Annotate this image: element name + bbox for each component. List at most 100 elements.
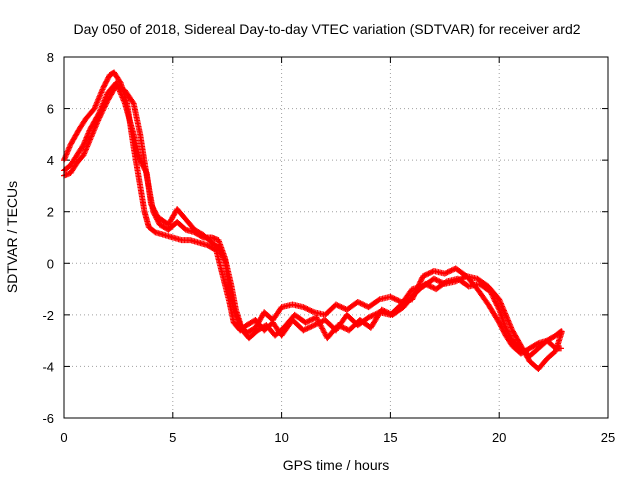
data-point (305, 318, 312, 325)
data-point (388, 294, 395, 301)
data-point (303, 326, 310, 333)
data-point (392, 296, 399, 303)
data-point (426, 269, 433, 276)
data-point (462, 272, 469, 279)
data-point (354, 298, 361, 305)
x-tick-label: 15 (383, 430, 397, 445)
data-point (418, 277, 425, 284)
data-point (103, 100, 110, 107)
data-point (101, 103, 108, 110)
data-point (427, 283, 434, 290)
data-point (301, 326, 308, 333)
data-point (444, 269, 451, 276)
data-point (492, 298, 499, 305)
data-point (308, 323, 315, 330)
data-series-sdtvar (61, 69, 565, 373)
data-point (428, 269, 435, 276)
data-point (307, 317, 314, 324)
data-point (335, 302, 342, 309)
y-tick-label: 4 (47, 153, 54, 168)
data-point (308, 307, 315, 314)
data-point (441, 270, 448, 277)
data-point (304, 325, 311, 332)
data-point (358, 300, 365, 307)
data-point (382, 308, 389, 315)
data-point (309, 308, 316, 315)
x-tick-label: 0 (60, 430, 67, 445)
data-point (309, 322, 316, 329)
data-point (490, 294, 497, 301)
data-point (368, 313, 375, 320)
data-point (103, 99, 110, 106)
data-point (369, 312, 376, 319)
data-point (448, 267, 455, 274)
data-point (98, 110, 105, 117)
data-point (417, 278, 424, 285)
data-point (356, 299, 363, 306)
data-point (443, 269, 450, 276)
data-point (381, 307, 388, 314)
data-point (336, 322, 343, 329)
data-point (300, 327, 307, 334)
data-point (418, 275, 425, 282)
y-axis-label: SDTVAR / TECUs (4, 181, 20, 293)
data-point (357, 300, 364, 307)
y-tick-label: 6 (47, 102, 54, 117)
data-point (488, 290, 495, 297)
data-point (361, 302, 368, 309)
data-point (306, 317, 313, 324)
data-point (487, 288, 494, 295)
y-tick-label: 0 (47, 256, 54, 271)
data-point (304, 306, 311, 313)
data-point (116, 78, 123, 85)
data-point (384, 309, 391, 316)
data-point (558, 328, 565, 335)
data-point (378, 306, 385, 313)
data-point (338, 304, 345, 311)
y-tick-label: 2 (47, 205, 54, 220)
data-point (340, 324, 347, 331)
x-tick-label: 5 (169, 430, 176, 445)
grid-lines (64, 57, 608, 418)
data-point (430, 275, 437, 282)
data-point (307, 307, 314, 314)
x-tick-label: 10 (274, 430, 288, 445)
data-point (494, 303, 501, 310)
data-point (302, 319, 309, 326)
data-point (95, 115, 102, 122)
data-point (96, 114, 103, 121)
series-track-3 (61, 82, 565, 360)
data-point (99, 108, 106, 115)
data-point (432, 276, 439, 283)
data-point (337, 303, 344, 310)
data-point (442, 279, 449, 286)
data-point (307, 324, 314, 331)
data-point (335, 322, 342, 329)
data-point (433, 277, 440, 284)
data-point (422, 280, 429, 287)
data-point (367, 313, 373, 320)
data-point (435, 277, 441, 284)
data-point (100, 106, 107, 113)
data-point (129, 99, 136, 106)
y-tick-label: -6 (42, 411, 54, 426)
data-point (380, 307, 387, 314)
data-point (421, 272, 428, 279)
data-point (490, 295, 497, 302)
data-point (102, 102, 109, 109)
y-tick-label: 8 (47, 50, 54, 65)
x-tick-label: 25 (601, 430, 615, 445)
data-point (423, 281, 430, 288)
y-tick-label: -2 (42, 308, 54, 323)
plot-frame (63, 56, 609, 419)
data-point (394, 297, 401, 304)
data-point (341, 325, 348, 332)
data-point (447, 268, 454, 275)
x-tick-label: 20 (492, 430, 506, 445)
data-point (557, 329, 564, 336)
data-point (375, 297, 382, 304)
data-point (97, 111, 104, 118)
data-point (495, 305, 502, 312)
data-point (334, 302, 341, 309)
